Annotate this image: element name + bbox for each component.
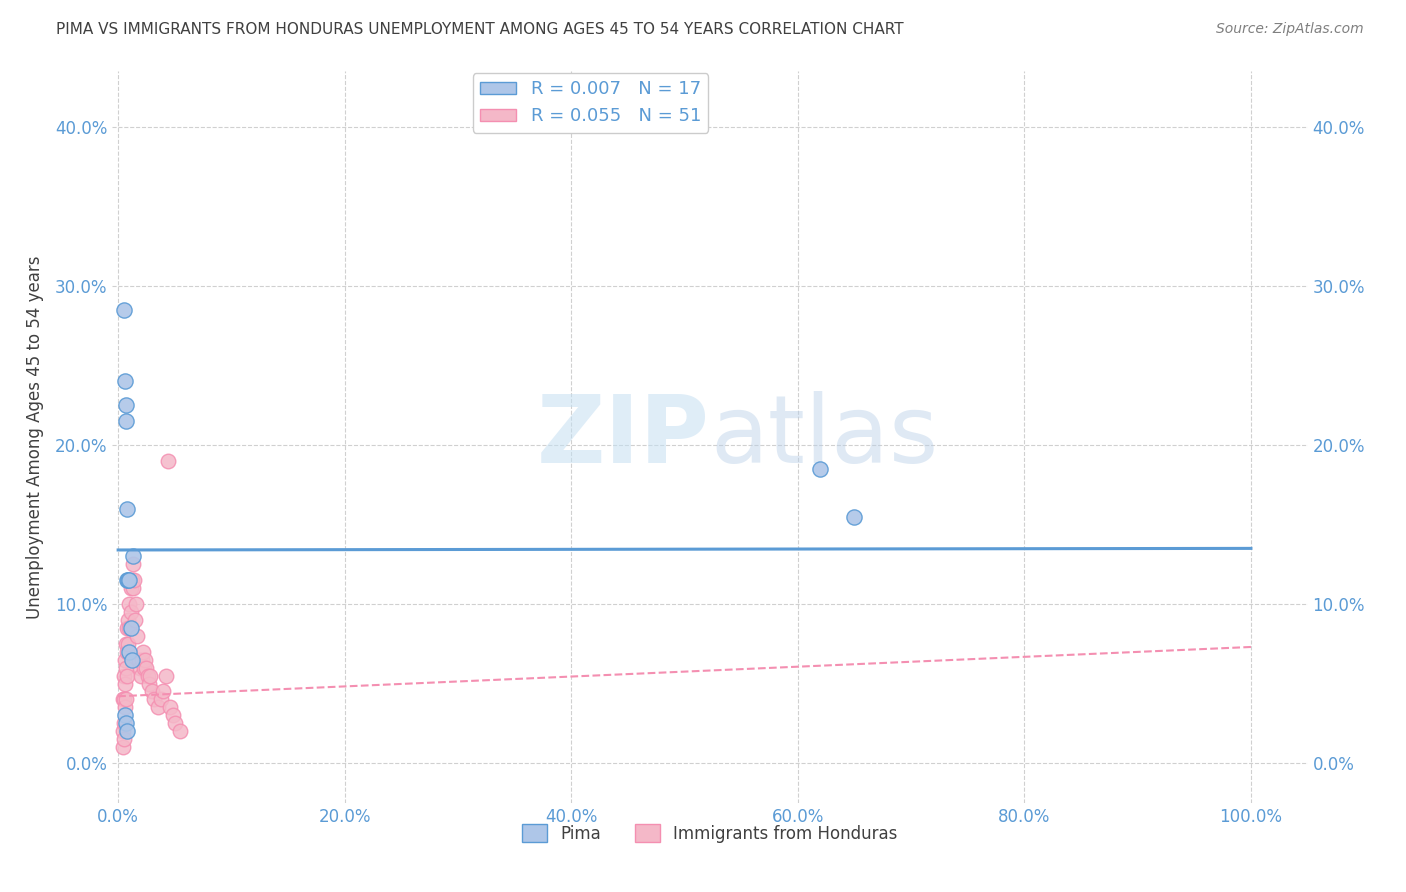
Point xyxy=(120,621,142,635)
Point xyxy=(112,302,135,317)
Point xyxy=(129,668,152,682)
Point xyxy=(115,398,138,412)
Point xyxy=(122,581,145,595)
Point xyxy=(112,716,135,731)
Point xyxy=(156,454,179,468)
Point xyxy=(127,629,149,643)
Point xyxy=(121,573,143,587)
Point xyxy=(146,700,169,714)
Point xyxy=(111,740,134,755)
Point xyxy=(115,645,138,659)
Point xyxy=(122,549,145,564)
Point xyxy=(139,668,162,682)
Point xyxy=(120,605,142,619)
Point xyxy=(115,660,138,674)
Point xyxy=(143,692,166,706)
Text: atlas: atlas xyxy=(710,391,938,483)
Text: ZIP: ZIP xyxy=(537,391,710,483)
Point xyxy=(128,653,150,667)
Point xyxy=(115,716,138,731)
Point xyxy=(125,597,148,611)
Point xyxy=(138,676,160,690)
Point xyxy=(152,684,174,698)
Text: PIMA VS IMMIGRANTS FROM HONDURAS UNEMPLOYMENT AMONG AGES 45 TO 54 YEARS CORRELAT: PIMA VS IMMIGRANTS FROM HONDURAS UNEMPLO… xyxy=(56,22,904,37)
Point xyxy=(118,621,141,635)
Point xyxy=(115,692,138,706)
Point xyxy=(810,462,832,476)
Point xyxy=(118,573,141,587)
Point xyxy=(115,573,138,587)
Point xyxy=(159,700,181,714)
Point xyxy=(115,637,138,651)
Point xyxy=(121,653,143,667)
Point xyxy=(112,692,135,706)
Point xyxy=(117,573,139,587)
Y-axis label: Unemployment Among Ages 45 to 54 years: Unemployment Among Ages 45 to 54 years xyxy=(25,255,44,619)
Point xyxy=(112,668,135,682)
Point xyxy=(114,676,136,690)
Point xyxy=(136,668,159,682)
Point xyxy=(115,724,138,739)
Point xyxy=(135,660,157,674)
Point xyxy=(134,653,156,667)
Point xyxy=(118,597,141,611)
Legend: Pima, Immigrants from Honduras: Pima, Immigrants from Honduras xyxy=(516,818,904,849)
Point xyxy=(111,692,134,706)
Point xyxy=(150,692,173,706)
Point xyxy=(117,613,139,627)
Point xyxy=(112,732,135,747)
Point xyxy=(141,684,163,698)
Point xyxy=(118,645,141,659)
Point xyxy=(115,621,138,635)
Point xyxy=(124,613,146,627)
Point xyxy=(169,724,191,739)
Point xyxy=(111,724,134,739)
Point xyxy=(120,581,142,595)
Point xyxy=(114,375,136,389)
Text: Source: ZipAtlas.com: Source: ZipAtlas.com xyxy=(1216,22,1364,37)
Point xyxy=(132,645,155,659)
Point xyxy=(162,708,184,723)
Point xyxy=(128,660,150,674)
Point xyxy=(117,637,139,651)
Point xyxy=(134,660,156,674)
Point xyxy=(114,653,136,667)
Point xyxy=(115,501,138,516)
Point xyxy=(122,573,145,587)
Point xyxy=(114,700,136,714)
Point xyxy=(844,509,866,524)
Point xyxy=(155,668,177,682)
Point xyxy=(115,668,138,682)
Point xyxy=(115,414,138,428)
Point xyxy=(122,558,145,572)
Point xyxy=(131,653,153,667)
Point xyxy=(114,708,136,723)
Point xyxy=(163,716,186,731)
